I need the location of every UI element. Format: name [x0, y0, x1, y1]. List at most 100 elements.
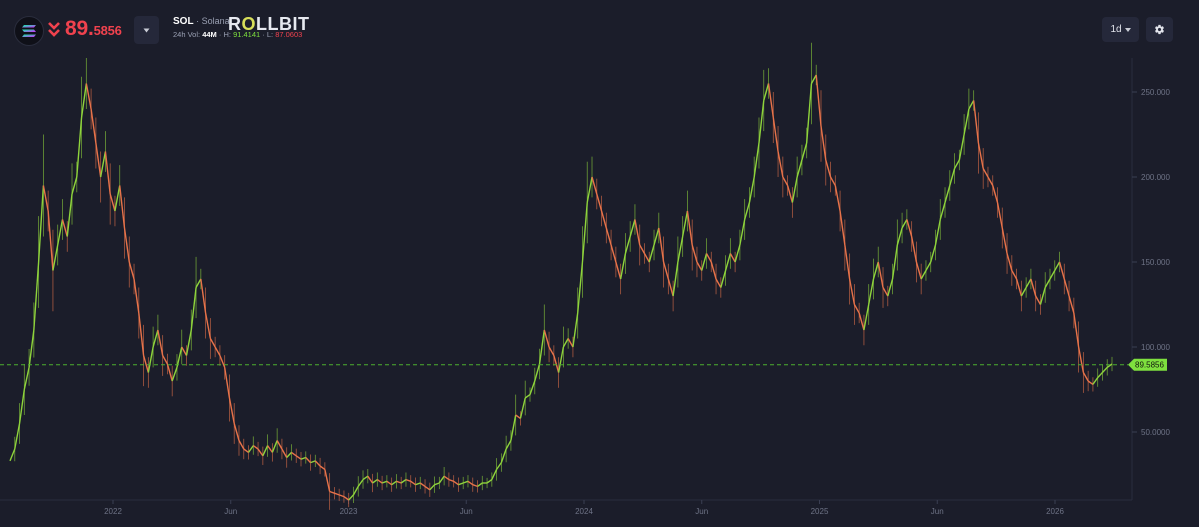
stats-separator: · — [216, 30, 224, 39]
price-segment — [458, 482, 464, 486]
price-segment — [257, 448, 264, 457]
price-segment — [600, 210, 607, 229]
low-value: 87.0603 — [275, 30, 303, 39]
chart-header: 89.5856 SOL · Solana 24h Vol: 44M · H: 9… — [0, 0, 1199, 58]
price-segment — [496, 462, 502, 470]
price-segment — [581, 202, 588, 263]
x-axis: 2022 Jun 2023 Jun 2024 Jun 2025 Jun 2026 — [104, 500, 1064, 516]
stats-separator: · — [260, 30, 267, 39]
y-tick-label: 50.0000 — [1141, 428, 1170, 437]
price-segment — [47, 210, 54, 271]
price-segment — [705, 253, 712, 263]
price-segment — [1049, 270, 1056, 280]
price-segment — [510, 414, 517, 441]
price-segment — [276, 440, 283, 450]
price-segment — [987, 176, 994, 186]
price-segment — [844, 244, 851, 280]
price-segment — [529, 380, 536, 395]
price-segment — [1082, 372, 1089, 382]
price-segment — [724, 253, 732, 271]
price-segment — [367, 475, 374, 484]
price-segment — [782, 176, 789, 186]
current-price-marker: 89.5856 — [0, 358, 1167, 371]
price-segment — [477, 482, 483, 487]
price-segment — [805, 83, 813, 144]
price-segment — [99, 151, 107, 178]
price-segment — [443, 475, 450, 481]
price-segment — [572, 312, 579, 348]
price-segment — [939, 202, 946, 220]
high-label: H: — [223, 30, 234, 39]
price-segment — [66, 193, 73, 237]
price-segment — [1039, 287, 1046, 305]
price-segment — [204, 312, 212, 339]
price-segment — [267, 445, 273, 453]
price-segment — [662, 261, 670, 280]
caret-down-icon — [1124, 27, 1131, 32]
price-segment — [615, 261, 622, 280]
price-segment — [958, 134, 965, 161]
price-segment — [90, 108, 97, 144]
price-segment — [429, 484, 436, 491]
price-segment — [996, 202, 1003, 229]
pair-symbol: SOL — [173, 16, 194, 27]
price-segment — [992, 185, 999, 203]
price-segment — [448, 478, 454, 482]
price-segment — [658, 227, 665, 263]
x-tick-label: Jun — [224, 507, 237, 516]
price-segment — [887, 278, 894, 297]
price-segment — [76, 117, 83, 178]
price-segment — [696, 261, 703, 271]
price-segment — [1068, 295, 1075, 314]
price-segment — [1087, 380, 1094, 385]
price-segment — [42, 185, 49, 212]
price-segment — [190, 287, 197, 331]
price-segment — [61, 219, 68, 237]
price-segment — [643, 253, 650, 263]
price-segment — [796, 159, 803, 178]
price-segment — [338, 494, 345, 498]
price-segment — [300, 456, 307, 460]
price-segment — [214, 346, 221, 356]
price-segment — [557, 346, 565, 373]
price-segment — [543, 329, 550, 348]
price-segment — [629, 219, 636, 237]
pair-select-button[interactable] — [134, 16, 159, 44]
price-segment — [238, 440, 245, 450]
price-segment — [624, 236, 631, 254]
price-segment — [109, 193, 116, 212]
price-segment — [195, 278, 202, 288]
price-segment — [896, 227, 903, 246]
price-segment — [605, 227, 612, 246]
price-segment — [548, 346, 555, 356]
price-segment — [357, 479, 364, 487]
price-segment — [57, 219, 64, 246]
price-segment — [166, 363, 173, 382]
price-segment — [162, 355, 169, 365]
price-segment — [1058, 261, 1065, 280]
price-segment — [434, 482, 440, 486]
price-decimals: 5856 — [93, 23, 122, 38]
settings-button[interactable] — [1146, 17, 1173, 42]
y-tick-label: 250.000 — [1141, 88, 1170, 97]
price-segment — [142, 355, 150, 373]
price-segment — [767, 83, 774, 118]
price-segment — [839, 210, 846, 246]
price-segment — [228, 397, 235, 424]
price-segment — [119, 185, 126, 229]
solana-icon — [14, 16, 44, 46]
price-segment — [138, 312, 145, 356]
price-segment — [972, 100, 980, 144]
price-segment — [405, 478, 411, 482]
price-segment — [400, 479, 407, 484]
x-tick-label: Jun — [460, 507, 473, 516]
price-segment — [314, 460, 321, 467]
price-segment — [825, 159, 832, 178]
x-tick-label: Jun — [695, 507, 708, 516]
price-segment — [758, 100, 765, 144]
price-segment — [33, 261, 40, 331]
price-segment — [901, 219, 908, 229]
timeframe-select-button[interactable]: 1d — [1102, 17, 1139, 42]
price-segment — [968, 100, 975, 110]
